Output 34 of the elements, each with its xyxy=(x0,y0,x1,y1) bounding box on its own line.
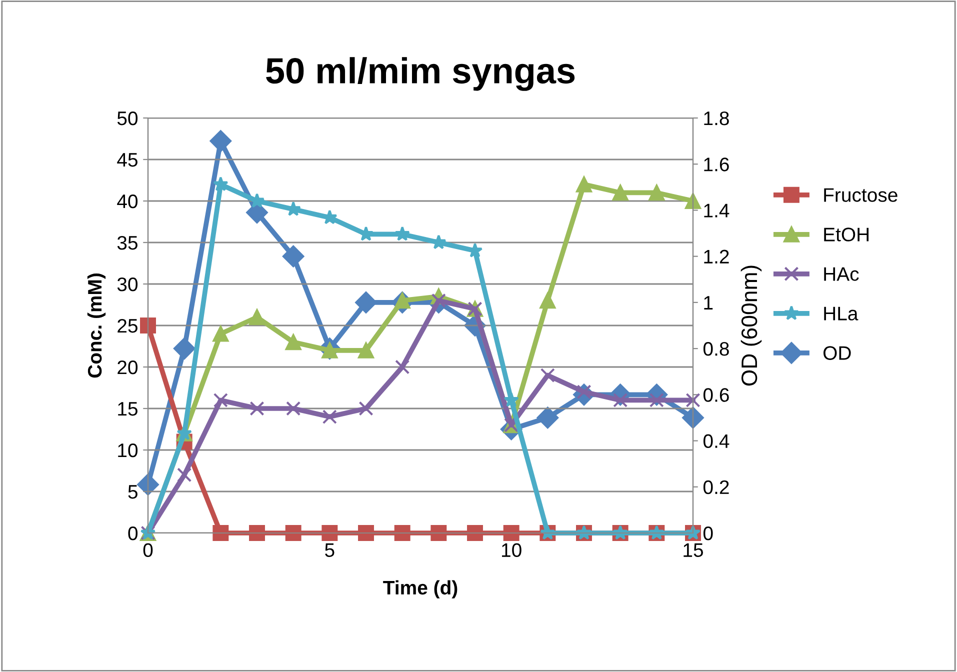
y-tick-label: 35 xyxy=(117,236,138,250)
y2-tick-label: 0.8 xyxy=(703,342,729,356)
y-tick-label: 50 xyxy=(117,111,138,126)
y2-tick-label: 0 xyxy=(703,526,713,540)
y2-tick-label: 1.4 xyxy=(704,204,730,218)
x-tick-label: 5 xyxy=(325,543,334,558)
y-tick-label: 25 xyxy=(118,318,138,333)
y-axis-title: Conc. (mM) xyxy=(87,274,106,378)
y2-tick-label: 0.4 xyxy=(703,434,730,448)
y2-tick-label: 1.2 xyxy=(704,250,729,264)
y2-tick-label: 0.6 xyxy=(703,388,729,402)
y-tick-label: 0 xyxy=(128,526,138,540)
y2-tick-label: 1 xyxy=(704,296,713,310)
y2-tick-label: 0.2 xyxy=(703,480,729,494)
legend-label: HAc xyxy=(824,267,859,281)
y-tick-label: 40 xyxy=(117,194,138,208)
y-tick-label: 45 xyxy=(117,153,138,167)
legend-label: HLa xyxy=(824,306,858,320)
y2-tick-label: 1.8 xyxy=(704,111,729,126)
y2-axis-title: OD (600nm) xyxy=(740,266,762,386)
x-tick-label: 0 xyxy=(143,543,153,558)
legend-label: EtOH xyxy=(824,228,869,242)
x-axis-title: Time (d) xyxy=(383,580,458,598)
y-tick-label: 20 xyxy=(118,360,138,374)
x-tick-label: 10 xyxy=(502,543,522,558)
legend-label: OD xyxy=(823,346,851,360)
y-tick-label: 5 xyxy=(128,485,138,499)
chart-title: 50 ml/mim syngas xyxy=(266,57,575,91)
x-tick-label: 15 xyxy=(684,543,703,558)
y-tick-label: 15 xyxy=(118,402,138,416)
y-tick-label: 30 xyxy=(117,277,138,292)
legend-label: Fructose xyxy=(824,188,898,202)
y2-tick-label: 1.6 xyxy=(704,158,729,172)
y-tick-label: 10 xyxy=(118,443,138,458)
